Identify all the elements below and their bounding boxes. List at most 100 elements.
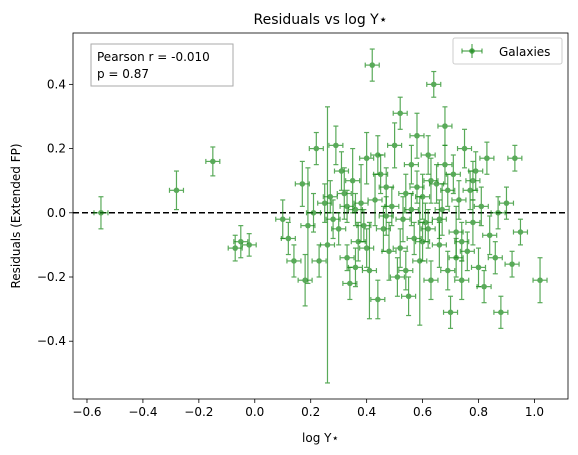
data-point [356, 208, 372, 243]
y-tick-label: −0.4 [37, 334, 66, 348]
data-point [328, 125, 344, 166]
y-tick-label: 0.0 [47, 206, 66, 220]
data-point [470, 247, 487, 288]
data-point [420, 208, 436, 249]
data-point [406, 221, 422, 256]
data-point [398, 250, 414, 291]
data-point [359, 131, 375, 185]
plot-area [72, 32, 569, 400]
data-point [367, 173, 383, 227]
chart-title: Residuals vs log Y⋆ [253, 12, 387, 28]
data-point [297, 253, 313, 307]
annotation-line-p: p = 0.87 [97, 67, 149, 81]
data-point [227, 234, 243, 262]
data-point [286, 244, 302, 278]
data-point [454, 260, 470, 301]
data-point [476, 269, 492, 304]
data-point [387, 122, 403, 169]
data-point [280, 221, 296, 256]
data-point [305, 192, 322, 233]
data-point [370, 279, 386, 320]
data-point [294, 160, 310, 207]
data-point [459, 231, 475, 272]
data-point [479, 141, 495, 175]
data-point [370, 135, 386, 175]
legend-box [452, 37, 563, 65]
data-point [403, 144, 419, 185]
data-point [426, 70, 442, 98]
data-point [437, 106, 453, 146]
legend-marker-galaxies [461, 44, 483, 58]
x-tick-label: 0.8 [469, 405, 488, 419]
data-point [317, 183, 333, 224]
data-point [331, 212, 347, 246]
y-tick-label: 0.4 [47, 77, 66, 91]
data-point [423, 260, 439, 301]
data-point [448, 237, 464, 278]
data-point [384, 186, 400, 227]
data-point [490, 196, 506, 230]
data-point [403, 192, 419, 227]
data-point [300, 167, 316, 285]
data-points [93, 48, 548, 384]
x-tick-label: 0.6 [413, 405, 432, 419]
data-point [512, 218, 529, 246]
annotation-box [90, 43, 234, 87]
data-point [361, 221, 378, 320]
x-axis-title: log Y⋆ [302, 431, 339, 445]
x-tick-label: −0.2 [184, 405, 213, 419]
data-point [504, 250, 520, 278]
data-point [347, 247, 364, 288]
data-point [241, 233, 257, 257]
data-point [233, 225, 249, 259]
data-point [168, 170, 185, 211]
data-point [431, 199, 447, 240]
data-point [440, 173, 456, 207]
legend-label-galaxies: Galaxies [499, 45, 550, 59]
pearson-annotation: Pearson r = -0.010 p = 0.87 [90, 43, 234, 87]
data-point [454, 221, 470, 262]
y-axis-ticks: −0.4 −0.2 0.0 0.2 0.4 [37, 77, 73, 348]
plot-frame [72, 32, 569, 400]
data-point [395, 196, 411, 243]
data-point [498, 186, 515, 220]
data-point [440, 250, 456, 291]
data-point [409, 170, 425, 204]
x-tick-label: −0.4 [128, 405, 157, 419]
data-point [359, 228, 375, 268]
data-point [322, 180, 338, 214]
data-point [319, 106, 336, 384]
data-point [482, 215, 498, 256]
data-point [420, 135, 436, 175]
data-point [423, 157, 439, 204]
x-tick-label: 1.0 [525, 405, 544, 419]
x-tick-label: 0.2 [301, 405, 320, 419]
data-point [437, 144, 453, 185]
data-point [375, 205, 392, 252]
data-point [532, 257, 548, 304]
data-point [347, 192, 364, 227]
x-axis-ticks: −0.6 −0.4 −0.2 0.0 0.2 0.4 0.6 0.8 1.0 [72, 399, 544, 419]
data-point [345, 147, 361, 214]
data-point [392, 228, 408, 268]
data-point [333, 151, 350, 191]
data-point [456, 128, 473, 169]
data-point [93, 196, 109, 230]
data-point [392, 96, 408, 130]
x-tick-label: 0.4 [357, 405, 376, 419]
data-point [414, 173, 431, 220]
data-point [465, 160, 481, 201]
y-tick-label: 0.2 [47, 142, 66, 156]
data-point [493, 295, 509, 329]
data-point [308, 131, 324, 166]
data-point [275, 199, 291, 240]
data-point [339, 244, 355, 272]
data-point [451, 180, 467, 220]
data-point [342, 266, 358, 301]
data-point [336, 167, 352, 220]
y-tick-label: −0.2 [37, 270, 66, 284]
data-point [325, 199, 341, 240]
data-point [409, 112, 425, 159]
data-point [398, 173, 414, 214]
